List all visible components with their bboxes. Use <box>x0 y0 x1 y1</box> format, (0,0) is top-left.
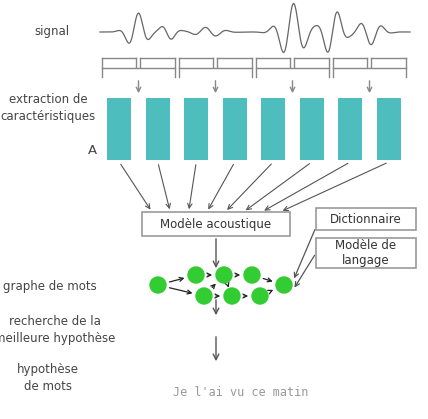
Text: Modèle acoustique: Modèle acoustique <box>160 217 271 230</box>
Circle shape <box>188 267 204 283</box>
Circle shape <box>224 288 240 304</box>
Circle shape <box>216 267 232 283</box>
Bar <box>223 98 247 160</box>
Bar <box>107 98 131 160</box>
Bar <box>184 98 208 160</box>
Bar <box>146 98 170 160</box>
Text: recherche de la
meilleure hypothèse: recherche de la meilleure hypothèse <box>0 315 116 345</box>
FancyBboxPatch shape <box>316 238 416 268</box>
Text: Modèle de
langage: Modèle de langage <box>336 239 397 267</box>
Bar <box>377 98 401 160</box>
Text: Je l'ai vu ce matin: Je l'ai vu ce matin <box>173 385 309 398</box>
Circle shape <box>150 277 166 293</box>
Circle shape <box>276 277 292 293</box>
Text: Dictionnaire: Dictionnaire <box>330 212 402 225</box>
FancyBboxPatch shape <box>316 208 416 230</box>
Circle shape <box>196 288 212 304</box>
Text: A: A <box>87 143 97 157</box>
Bar <box>261 98 285 160</box>
Bar <box>300 98 324 160</box>
FancyBboxPatch shape <box>142 212 290 236</box>
Circle shape <box>244 267 260 283</box>
Circle shape <box>252 288 268 304</box>
Text: hypothèse
de mots: hypothèse de mots <box>17 363 79 393</box>
Text: signal: signal <box>34 26 70 39</box>
Text: graphe de mots: graphe de mots <box>3 279 97 292</box>
Text: extraction de
caractéristiques: extraction de caractéristiques <box>0 93 95 123</box>
Bar <box>338 98 362 160</box>
